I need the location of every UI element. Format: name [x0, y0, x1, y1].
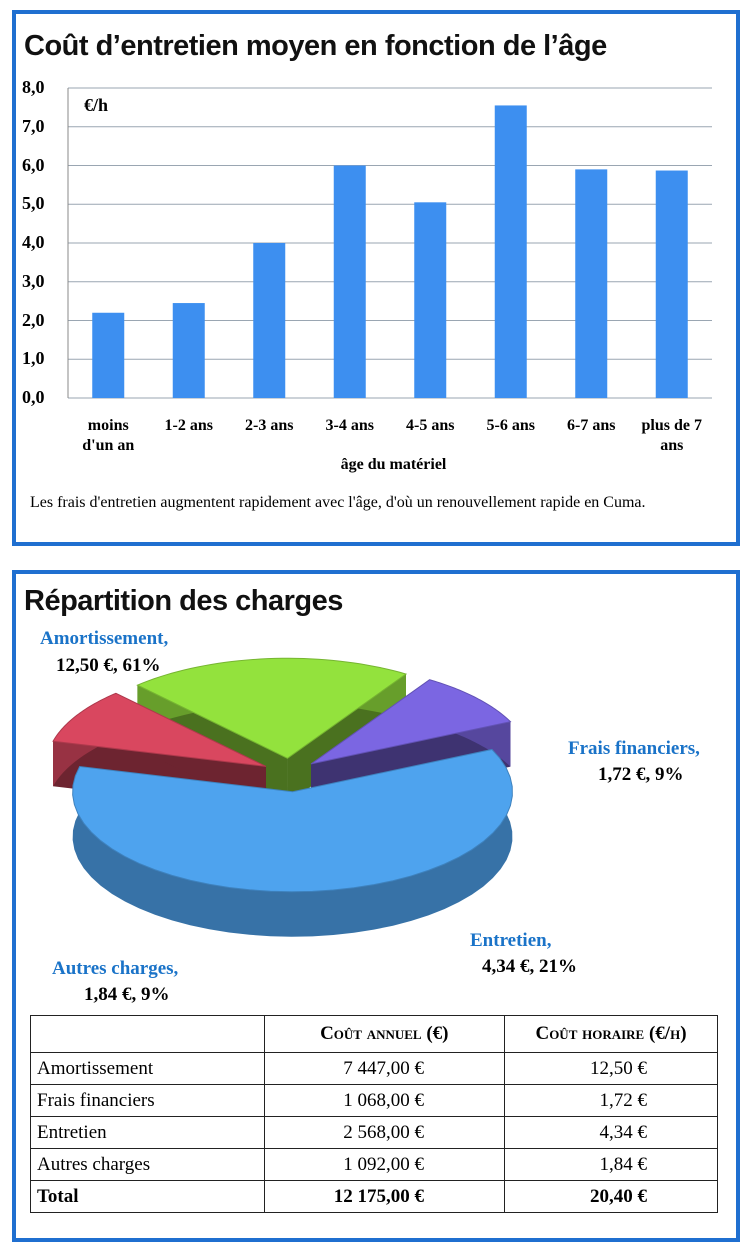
- table-cell: Amortissement: [30, 1052, 265, 1085]
- table-cell: 12,50 €: [504, 1052, 718, 1085]
- header-cell: [30, 1015, 265, 1053]
- table-row: Entretien 2 568,00 €4,34 €: [30, 1116, 718, 1149]
- total-row: Total 12 175,00 €20,40 €: [30, 1180, 718, 1213]
- table-cell: 1 092,00 €: [263, 1148, 506, 1181]
- header-row: Coût annuel (€) Coût horaire (€/h): [30, 1015, 718, 1053]
- x-tick-label: 1-2 ans: [164, 417, 213, 434]
- pie-value-label: 12,50 €, 61%: [56, 655, 161, 676]
- table-cell: Entretien: [30, 1116, 265, 1149]
- y-tick-label: 6,0: [22, 154, 45, 175]
- table-cell: 2 568,00 €: [263, 1116, 506, 1149]
- total-cell: 20,40 €: [504, 1180, 718, 1213]
- note: Les frais d'entretien augmentent rapidem…: [30, 494, 646, 511]
- bar: [414, 202, 447, 398]
- y-tick-label: 5,0: [22, 193, 45, 214]
- cost-table: Coût annuel (€) Coût horaire (€/h) Amortis…: [30, 1015, 718, 1213]
- x-axis-label: âge du matériel: [340, 456, 447, 473]
- y-tick-label: 8,0: [22, 77, 45, 97]
- x-tick-label: 3-4 ans: [325, 417, 374, 434]
- bar: [494, 105, 527, 398]
- pie-panel: [12, 570, 740, 1242]
- slice-side: [72, 749, 513, 937]
- y-tick-label: 1,0: [22, 348, 45, 369]
- bar-panel: [12, 10, 740, 546]
- bar: [92, 312, 125, 398]
- x-tick-label: 6-7 ans: [567, 417, 616, 434]
- x-tick-label: 4-5 ans: [406, 417, 455, 434]
- bar: [172, 303, 205, 398]
- table-row: Autres charges 1 092,00 €1,84 €: [30, 1148, 718, 1181]
- bar: [333, 165, 366, 398]
- table-row: Amortissement 7 447,00 €12,50 €: [30, 1052, 718, 1085]
- pie-value-label: 4,34 €, 21%: [482, 956, 577, 977]
- table-cell: 7 447,00 €: [263, 1052, 506, 1085]
- bar: [575, 169, 608, 398]
- x-tick-label: plus de 7 ans: [641, 417, 702, 454]
- y-tick-label: 4,0: [22, 232, 45, 252]
- table-cell: 4,34 €: [504, 1116, 718, 1149]
- pie-value-label: 1,72 €, 9%: [598, 764, 684, 785]
- pie-label: Amortissement,: [40, 628, 169, 649]
- pie-label: Entretien,: [470, 930, 552, 951]
- pie-label: Frais financiers,: [568, 738, 700, 759]
- table-cell: Frais financiers: [30, 1084, 265, 1117]
- slice: [310, 679, 512, 765]
- bar: [655, 170, 688, 398]
- y-tick-label: 7,0: [22, 115, 45, 136]
- table-row: Frais financiers 1 068,00 €1,72 €: [30, 1084, 718, 1117]
- chart-title: Coût d’entretien moyen en fonction de l’…: [24, 30, 607, 62]
- y-tick-label: 0,0: [22, 387, 45, 407]
- pie-label: Autres charges,: [52, 958, 179, 979]
- slice: [52, 692, 267, 767]
- x-tick-label: 5-6 ans: [486, 417, 535, 434]
- y-tick-label: 2,0: [22, 309, 45, 330]
- table-cell: Autres charges: [30, 1148, 265, 1181]
- x-tick-label: moins d'un an: [82, 417, 135, 454]
- total-cell: Total: [30, 1180, 265, 1213]
- chart-title: Répartition des charges: [24, 585, 343, 617]
- y-unit: €/h: [84, 95, 109, 115]
- slice: [136, 657, 408, 759]
- bar: [253, 243, 286, 398]
- table-cell: 1 068,00 €: [263, 1084, 506, 1117]
- table-cell: 1,84 €: [504, 1148, 718, 1181]
- header-cell: Coût annuel (€): [263, 1015, 506, 1053]
- header-cell: Coût horaire (€/h): [504, 1015, 718, 1053]
- slice: [72, 748, 513, 893]
- x-tick-label: 2-3 ans: [245, 417, 294, 434]
- table-cell: 1,72 €: [504, 1084, 718, 1117]
- y-tick-label: 3,0: [22, 270, 45, 291]
- total-cell: 12 175,00 €: [263, 1180, 506, 1213]
- pie-value-label: 1,84 €, 9%: [84, 984, 170, 1005]
